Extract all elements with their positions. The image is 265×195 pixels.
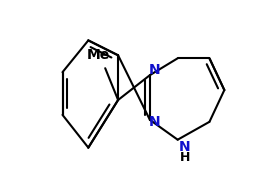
Text: N: N [149, 115, 161, 129]
Text: Me: Me [87, 48, 110, 62]
Text: N: N [179, 140, 191, 154]
Text: H: H [179, 151, 190, 164]
Text: N: N [149, 63, 161, 77]
